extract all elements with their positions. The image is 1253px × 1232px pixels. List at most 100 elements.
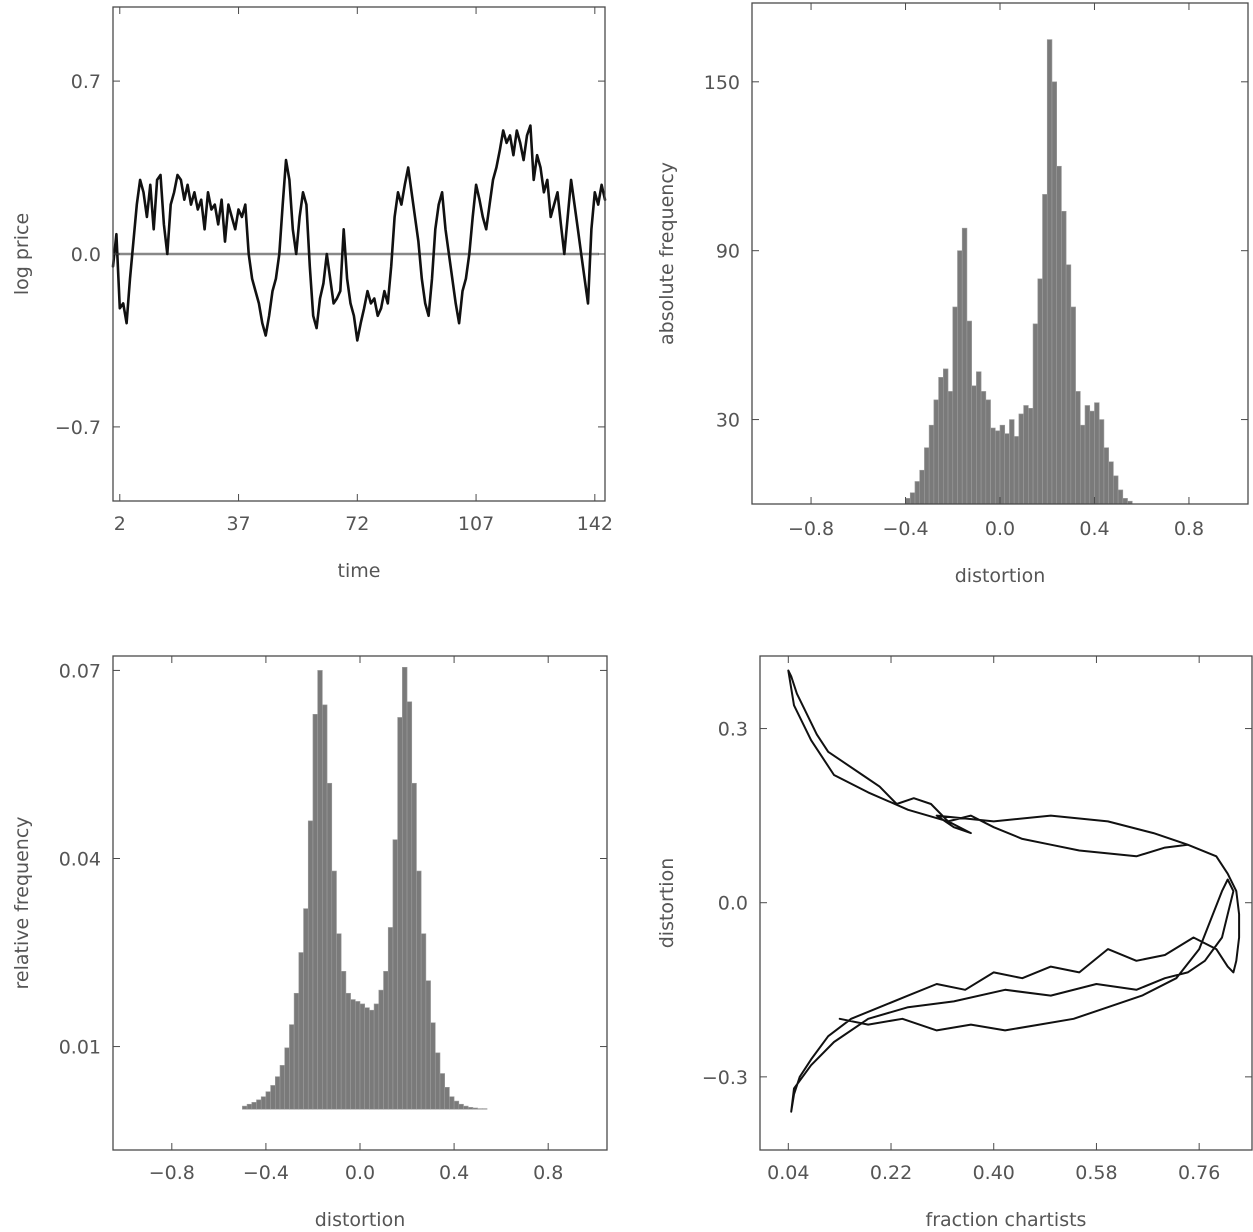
histogram-bar — [1032, 323, 1039, 505]
histogram-bar — [919, 469, 925, 505]
histogram-bar — [397, 717, 403, 1110]
histogram-bar — [914, 481, 920, 505]
histogram-bar — [1122, 498, 1128, 505]
x-tick-label: 0.8 — [533, 1162, 563, 1184]
histogram-bar — [458, 1103, 464, 1110]
histogram-bar — [336, 933, 342, 1110]
histogram-bar — [1009, 419, 1015, 505]
log-price-time-series-panel: 2 37 72 107 142 0.7 0.0 −0.7 time log price — [11, 6, 613, 582]
histogram-bar — [246, 1103, 253, 1110]
histogram-bar — [1018, 413, 1024, 505]
x-tick-label: 107 — [458, 513, 494, 535]
relative-frequency-histogram-panel: −0.8 −0.4 0.0 0.4 0.8 0.07 0.04 0.01 distortion r… — [11, 655, 608, 1231]
x-tick-label: 72 — [345, 513, 369, 535]
histogram-bar — [350, 999, 356, 1110]
x-tick-label: 0.58 — [1075, 1162, 1117, 1184]
histogram-bar — [990, 427, 996, 505]
absolute-frequency-histogram-panel: −0.8 −0.4 0.0 0.4 0.8 150 90 30 distortion absolu… — [656, 2, 1249, 587]
histogram-bar — [463, 1105, 469, 1110]
histogram-bar — [251, 1102, 257, 1110]
x-axis-title: time — [338, 560, 381, 582]
histogram-bar — [952, 306, 958, 505]
x-tick-label: −0.8 — [149, 1162, 195, 1184]
histogram-bar — [387, 927, 394, 1110]
x-tick-label: 0.22 — [870, 1162, 912, 1184]
y-tick-label: −0.3 — [702, 1067, 748, 1089]
y-tick-label: 0.01 — [59, 1037, 101, 1059]
histogram-bar — [345, 992, 351, 1110]
x-tick-label: −0.4 — [243, 1162, 289, 1184]
histogram-bar — [411, 782, 417, 1110]
histogram-bar — [994, 430, 1001, 505]
histogram-bar — [383, 971, 389, 1110]
histogram-bar — [1028, 408, 1034, 505]
histogram-bar — [359, 1003, 366, 1110]
histogram-bar — [938, 377, 944, 505]
histogram-bar — [1117, 489, 1124, 505]
histogram-bar — [1098, 419, 1105, 505]
histogram-bar — [312, 714, 318, 1110]
histogram-bar — [444, 1087, 450, 1110]
log-price-line — [111, 124, 607, 342]
histogram-bar — [924, 447, 930, 505]
x-tick-label: 0.40 — [973, 1162, 1015, 1184]
histogram-bars — [242, 666, 488, 1110]
histogram-bar — [289, 1024, 295, 1110]
y-tick-label: 0.3 — [718, 719, 748, 741]
histogram-bar — [467, 1107, 474, 1110]
histogram-bar — [406, 701, 413, 1110]
x-axis-title: distortion — [315, 1209, 406, 1231]
x-axis-title: fraction chartists — [926, 1209, 1087, 1231]
x-tick-label: 0.0 — [985, 518, 1015, 540]
histogram-bar — [971, 385, 977, 505]
plot-frame — [759, 655, 1253, 1151]
histogram-bar — [1075, 391, 1081, 505]
histogram-bar — [449, 1096, 455, 1110]
histogram-bar — [1070, 306, 1076, 505]
histogram-bar — [331, 870, 337, 1110]
x-tick-label: −0.4 — [882, 518, 928, 540]
histogram-bar — [425, 980, 431, 1110]
histogram-bar — [999, 424, 1006, 505]
phase-plot-panel: 0.04 0.22 0.40 0.58 0.76 0.3 0.0 −0.3 fraction c… — [656, 655, 1253, 1231]
histogram-bar — [1084, 405, 1091, 505]
histogram-bar — [265, 1091, 271, 1110]
x-tick-label: 2 — [114, 513, 126, 535]
histogram-bar — [256, 1099, 262, 1110]
histogram-bar — [317, 670, 323, 1110]
y-axis-title: relative frequency — [11, 816, 33, 989]
x-tick-label: 0.4 — [439, 1162, 469, 1184]
y-tick-label: 0.04 — [59, 848, 101, 870]
y-tick-label: 150 — [704, 72, 740, 94]
histogram-bar — [1004, 433, 1010, 505]
histogram-bar — [303, 908, 309, 1110]
histogram-bar — [1023, 405, 1029, 505]
y-tick-label: 30 — [716, 410, 740, 432]
histogram-bar — [392, 839, 398, 1110]
histogram-bar — [477, 1108, 483, 1110]
histogram-bar — [1103, 447, 1109, 505]
x-tick-label: 0.8 — [1174, 518, 1204, 540]
histogram-bar — [472, 1107, 478, 1110]
y-tick-label: 0.0 — [718, 893, 748, 915]
y-axis-title: distortion — [656, 858, 678, 949]
histogram-bar — [326, 782, 333, 1110]
histogram-bar — [928, 424, 935, 505]
histogram-bar — [453, 1100, 460, 1110]
histogram-bar — [1113, 475, 1119, 505]
histogram-bar — [416, 870, 422, 1110]
histogram-bar — [933, 399, 939, 505]
histogram-bar — [957, 250, 963, 505]
histogram-bar — [943, 368, 949, 505]
histogram-bar — [430, 1022, 436, 1110]
histogram-bar — [284, 1047, 290, 1110]
histogram-bar — [905, 498, 911, 505]
histogram-bar — [378, 989, 384, 1110]
histogram-bar — [1042, 194, 1048, 505]
histogram-bar — [420, 933, 427, 1110]
histogram-bar — [307, 820, 314, 1110]
histogram-bar — [1080, 424, 1086, 505]
histogram-bar — [439, 1073, 445, 1110]
histogram-bar — [340, 971, 347, 1110]
